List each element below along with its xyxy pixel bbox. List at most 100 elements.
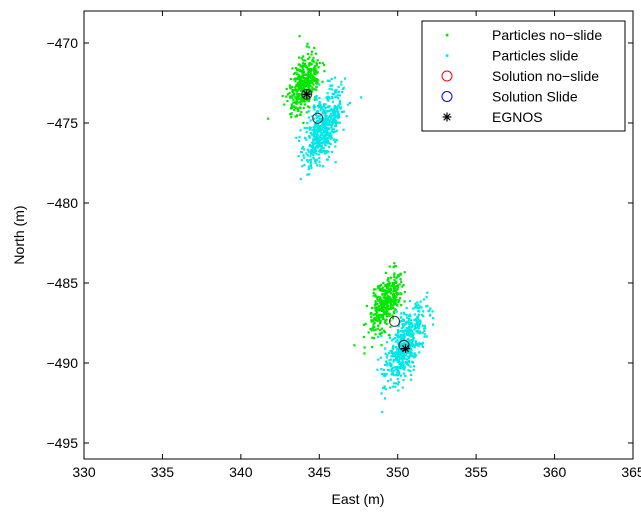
particle-slide: [381, 411, 384, 414]
particle-slide: [328, 119, 331, 123]
particle-slide: [391, 347, 394, 350]
particle-noslide: [291, 89, 294, 92]
particle-slide: [319, 125, 322, 128]
particle-slide: [386, 354, 389, 357]
egnos-marker-stroke: [303, 90, 311, 98]
particle-noslide: [301, 96, 304, 99]
particle-noslide: [396, 284, 399, 287]
particle-noslide: [300, 70, 303, 73]
particle-slide: [337, 96, 340, 100]
particle-slide: [403, 366, 406, 369]
particle-slide: [385, 372, 388, 376]
particle-noslide: [311, 76, 315, 79]
particle-slide: [314, 122, 317, 126]
particle-noslide: [376, 327, 379, 330]
particle-noslide: [295, 97, 298, 101]
particle-noslide: [295, 102, 298, 105]
particle-noslide: [383, 321, 387, 324]
particle-noslide: [386, 310, 389, 313]
particle-slide: [315, 98, 318, 101]
particle-noslide: [294, 66, 298, 70]
particle-slide: [398, 352, 401, 355]
particle-slide: [408, 317, 411, 321]
particle-slide: [309, 155, 312, 158]
particle-slide: [330, 117, 333, 120]
particle-noslide: [386, 297, 389, 300]
particle-slide: [318, 135, 321, 138]
particle-noslide: [286, 93, 290, 96]
legend-marker-egnos: [442, 112, 452, 122]
particle-noslide: [312, 69, 316, 72]
particle-slide: [331, 100, 334, 103]
particle-slide: [307, 167, 310, 171]
particle-noslide: [288, 91, 291, 95]
particle-slide: [383, 385, 386, 388]
particle-noslide: [393, 302, 396, 306]
particle-slide: [303, 126, 306, 130]
particle-slide: [405, 314, 408, 317]
particle-noslide: [395, 276, 398, 280]
particle-slide: [389, 363, 392, 366]
particle-slide: [324, 144, 327, 147]
particle-noslide: [374, 313, 377, 316]
particle-slide: [306, 173, 309, 176]
particle-noslide: [370, 316, 373, 319]
particle-slide: [327, 146, 331, 149]
particle-noslide: [394, 280, 397, 283]
particle-noslide: [313, 65, 316, 68]
particle-noslide: [385, 322, 388, 326]
particle-slide: [326, 158, 329, 161]
particle-slide: [341, 90, 344, 94]
particle-noslide: [295, 90, 298, 93]
particle-noslide: [374, 288, 377, 291]
particle-noslide: [296, 89, 300, 92]
particle-slide: [404, 357, 407, 360]
particle-noslide: [300, 79, 303, 82]
particle-slide: [414, 323, 417, 326]
particle-slide: [308, 173, 311, 176]
particle-slide: [413, 346, 416, 349]
particle-slide: [399, 345, 402, 348]
particle-slide: [397, 380, 400, 384]
particle-noslide: [371, 336, 374, 339]
particle-noslide: [370, 306, 374, 310]
particle-noslide: [398, 283, 401, 286]
particle-slide: [431, 323, 435, 326]
particle-slide: [397, 341, 400, 345]
particle-noslide: [392, 293, 395, 296]
particle-slide: [390, 355, 393, 358]
particle-slide: [333, 130, 337, 133]
particle-slide: [301, 165, 304, 168]
particle-noslide: [314, 72, 317, 75]
particle-noslide: [385, 291, 388, 294]
particle-noslide: [310, 53, 313, 56]
particle-noslide: [298, 83, 302, 86]
particle-slide: [388, 351, 391, 355]
particle-noslide: [390, 284, 393, 287]
particle-slide: [397, 348, 400, 351]
particle-slide: [403, 344, 406, 347]
particle-slide: [409, 344, 413, 347]
particle-noslide: [307, 57, 310, 61]
particle-slide: [409, 373, 413, 377]
particle-noslide: [292, 94, 295, 97]
particle-slide: [377, 358, 380, 361]
particle-noslide: [300, 83, 303, 86]
x-tick-label: 345: [308, 464, 332, 480]
particle-slide: [319, 148, 323, 151]
x-tick-label: 330: [72, 464, 96, 480]
y-tick-label: −480: [46, 195, 78, 211]
particle-slide: [402, 333, 405, 337]
particle-slide: [411, 343, 415, 346]
particle-noslide: [377, 305, 381, 308]
egnos-marker-stroke: [401, 344, 410, 353]
particle-noslide: [385, 315, 389, 318]
particle-slide: [416, 301, 419, 304]
particle-slide: [319, 114, 322, 117]
particle-slide: [392, 360, 395, 363]
particle-slide: [313, 148, 316, 151]
particle-noslide: [397, 292, 400, 296]
particle-slide: [380, 368, 383, 371]
x-tick-label: 355: [464, 464, 488, 480]
particle-slide: [342, 110, 345, 113]
